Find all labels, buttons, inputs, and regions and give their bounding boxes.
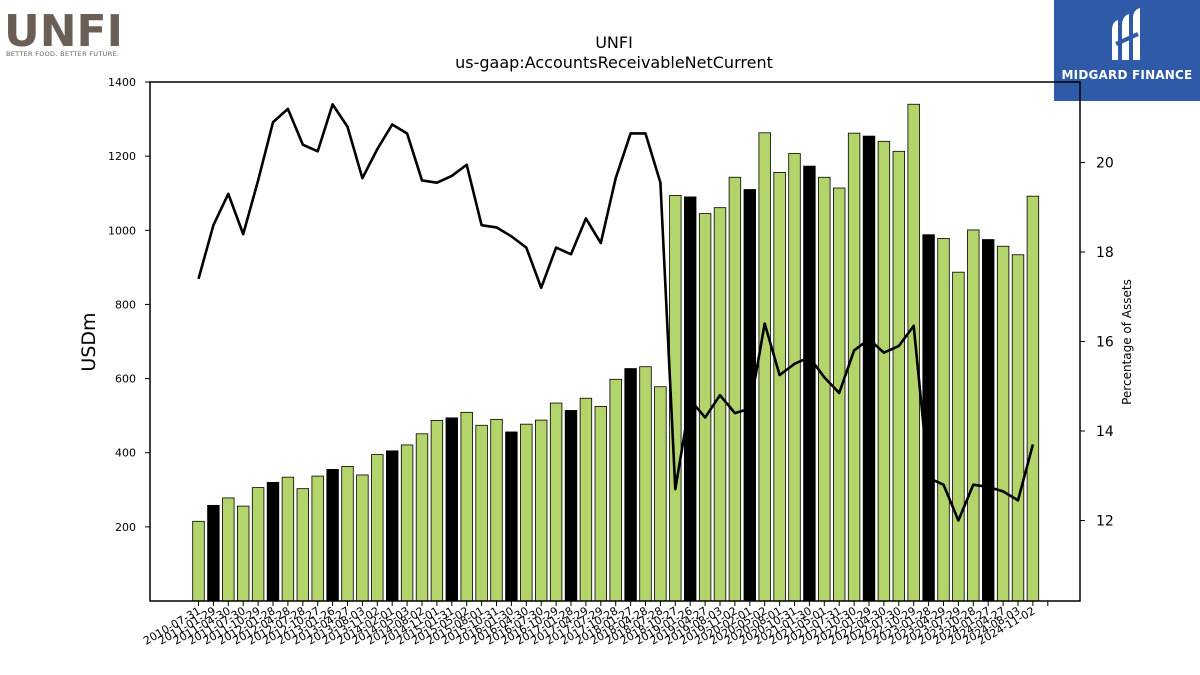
percentage-line [197, 103, 1035, 522]
y2-tick-label: 20 [1096, 156, 1114, 172]
bar-2020-02-01 [758, 132, 771, 602]
axes: 20040060080010001200140012141618202010-0… [108, 76, 1114, 648]
bar-2018-04-28 [654, 386, 667, 602]
line-series [197, 103, 1035, 522]
bar-2024-04-27 [1011, 254, 1025, 602]
bar-2013-04-27 [356, 474, 369, 602]
midgard-logo-mark [1112, 8, 1140, 60]
bar-2021-10-30 [862, 135, 876, 602]
bar-2024-08-03 [1026, 195, 1040, 602]
bar-2022-01-29 [877, 140, 891, 602]
y-tick-label: 600 [115, 373, 136, 386]
bar-2020-10-31 [803, 165, 816, 602]
bar-2020-05-02 [773, 172, 786, 602]
y2-tick-label: 16 [1096, 335, 1114, 351]
midgard-finance-logo: MIDGARD FINANCE [1054, 0, 1200, 101]
bar-2020-08-01 [788, 153, 801, 602]
bar-2023-01-28 [937, 238, 950, 602]
bar-2022-07-30 [907, 103, 920, 602]
bar-2021-05-01 [833, 187, 846, 602]
bar-2022-04-30 [892, 150, 906, 602]
y-tick-label: 1400 [108, 76, 136, 89]
bar-2015-10-31 [505, 431, 518, 602]
y-tick-label: 200 [115, 521, 136, 534]
bar-2010-10-30 [207, 504, 220, 602]
bar-2022-10-29 [922, 234, 935, 602]
y-tick-label: 800 [115, 298, 136, 311]
bar-2017-04-29 [594, 405, 608, 602]
y2-axis-label: Percentage of Assets [1120, 279, 1134, 405]
y-tick-label: 400 [115, 447, 136, 460]
bar-2012-04-28 [296, 488, 310, 602]
bar-2018-01-27 [639, 366, 652, 602]
bar-2013-11-02 [385, 450, 399, 602]
bar-2016-01-30 [520, 423, 533, 602]
bar-2023-10-28 [982, 239, 995, 602]
bar-2013-08-03 [371, 454, 384, 602]
bar-2012-01-28 [281, 476, 295, 602]
bar-2010-07-31 [192, 520, 205, 602]
bar-2017-01-28 [579, 397, 593, 602]
y-tick-label: 1000 [108, 224, 136, 237]
bar-2011-01-29 [222, 497, 235, 602]
bar-series [192, 103, 1040, 602]
bar-2019-01-26 [698, 213, 712, 602]
bar-2016-10-29 [564, 410, 578, 602]
bar-2011-10-29 [266, 481, 280, 602]
y2-tick-label: 12 [1096, 513, 1114, 529]
bar-2023-04-29 [952, 271, 965, 602]
bar-2012-07-28 [311, 475, 324, 602]
bar-2015-08-01 [490, 418, 503, 602]
bar-2021-07-31 [847, 132, 861, 602]
bar-2019-11-02 [743, 189, 757, 602]
bar-2015-01-31 [460, 411, 473, 602]
bar-2013-01-26 [341, 466, 354, 602]
y-axis-label: USDm [78, 312, 100, 371]
bar-2019-04-27 [713, 207, 727, 602]
bar-2016-07-30 [549, 402, 563, 602]
bar-2011-04-30 [236, 505, 250, 602]
y2-tick-label: 14 [1096, 424, 1114, 440]
bar-2014-11-01 [445, 417, 459, 602]
y2-tick-label: 18 [1096, 245, 1114, 261]
bar-2023-07-29 [967, 229, 980, 602]
bar-2021-01-30 [818, 176, 831, 602]
unfi-logo-mark: UNFI [4, 6, 123, 57]
chart-subtitle: us-gaap:AccountsReceivableNetCurrent [455, 53, 773, 72]
bar-2015-05-02 [475, 424, 488, 602]
bar-2014-05-03 [415, 433, 429, 602]
bar-2016-04-30 [535, 419, 548, 602]
bar-2011-07-30 [251, 487, 265, 602]
midgard-logo-text: MIDGARD FINANCE [1061, 68, 1193, 82]
bar-2014-02-01 [400, 444, 414, 602]
bar-2024-01-27 [996, 245, 1010, 602]
chart-title: UNFI [595, 33, 633, 52]
unfi-tagline: BETTER FOOD. BETTER FUTURE. [6, 50, 120, 58]
unfi-logo-text: UNFI [4, 6, 123, 50]
bar-2019-08-03 [728, 176, 742, 602]
bar-2012-10-27 [326, 468, 339, 602]
bar-2014-08-02 [430, 420, 444, 602]
bar-2017-10-28 [624, 368, 637, 602]
bar-2017-07-29 [609, 378, 622, 602]
unfi-logo: UNFI BETTER FOOD. BETTER FUTURE. [4, 4, 128, 62]
y-tick-label: 1200 [108, 150, 136, 163]
